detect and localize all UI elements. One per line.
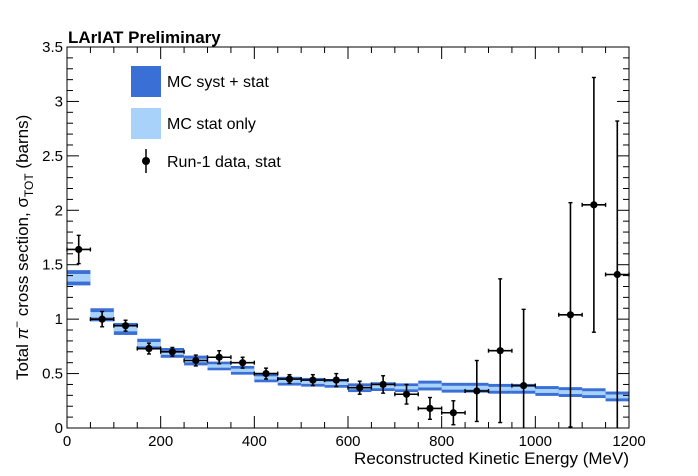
data-point xyxy=(394,383,419,405)
data-marker xyxy=(121,322,130,330)
legend-marker-dot xyxy=(142,157,150,165)
mc-stat-band xyxy=(535,389,559,393)
y-title-minus: − xyxy=(10,321,24,328)
data-point xyxy=(417,396,443,420)
data-marker xyxy=(590,201,598,209)
mc-stat-band xyxy=(230,368,255,372)
plot-frame xyxy=(66,46,630,429)
y-title-mid: cross section, σ xyxy=(13,197,32,321)
data-marker xyxy=(566,311,575,319)
y-title-sub: TOT xyxy=(22,173,36,197)
data-marker xyxy=(168,348,176,356)
data-marker xyxy=(215,353,223,361)
legend-label-data: Run-1 data, stat xyxy=(167,154,281,171)
data-point xyxy=(66,234,92,265)
data-point xyxy=(230,356,256,369)
data-point xyxy=(323,372,349,388)
legend-swatch-mc-stat xyxy=(131,108,161,139)
data-point xyxy=(113,319,138,332)
mc-stat-band xyxy=(418,383,442,388)
data-marker xyxy=(449,409,457,417)
data-marker xyxy=(379,380,387,389)
data-point xyxy=(511,308,537,428)
data-marker xyxy=(473,387,481,395)
x-tick-label: 800 xyxy=(429,433,454,450)
legend-swatch-mc-syst xyxy=(131,66,161,97)
data-marker xyxy=(332,376,340,384)
y-tick-label: 3.5 xyxy=(42,39,63,56)
y-tick-label: 2 xyxy=(55,202,63,219)
x-tick-label: 200 xyxy=(148,433,173,450)
y-title-pi: π xyxy=(13,327,32,339)
data-point xyxy=(253,367,279,380)
x-tick-label: 600 xyxy=(335,433,360,450)
y-tick-label: 3 xyxy=(55,93,63,110)
data-point xyxy=(300,373,326,387)
x-tick-label: 0 xyxy=(63,433,71,450)
legend-label-mc-stat: MC stat only xyxy=(167,116,256,133)
data-point xyxy=(206,350,232,365)
data-marker xyxy=(356,384,364,392)
data-marker xyxy=(309,376,317,384)
data-point xyxy=(440,400,466,426)
x-tick-label: 1000 xyxy=(519,433,552,450)
y-tick-label: 0 xyxy=(55,420,63,437)
data-point xyxy=(370,375,396,394)
axes xyxy=(66,46,630,429)
y-title-suffix: (barns) xyxy=(13,115,32,174)
data-points xyxy=(66,76,630,428)
data-marker xyxy=(262,369,270,378)
y-tick-label: 1 xyxy=(55,311,63,328)
legend-label-mc-syst: MC syst + stat xyxy=(167,74,269,91)
data-marker xyxy=(520,381,528,390)
data-point xyxy=(347,380,373,395)
x-axis-title: Reconstructed Kinetic Energy (MeV) xyxy=(354,449,629,468)
data-point xyxy=(558,201,583,428)
chart-title: LArIAT Preliminary xyxy=(68,28,221,47)
y-title-prefix: Total xyxy=(13,339,32,380)
y-tick-label: 2.5 xyxy=(42,148,63,165)
tick-labels: 0 200 400 600 800 1000 1200 0 0.5 1 1.5 2 2.5 3 3.5 xyxy=(42,39,646,450)
data-point xyxy=(487,278,513,424)
data-point xyxy=(89,310,115,328)
data-marker xyxy=(613,270,621,279)
y-tick-label: 1.5 xyxy=(42,257,63,274)
data-marker xyxy=(239,359,247,367)
x-tick-label: 1200 xyxy=(612,433,645,450)
data-marker xyxy=(98,315,106,323)
y-axis-title: Total π− cross section, σTOT (barns) xyxy=(10,115,36,380)
data-point xyxy=(277,373,302,385)
mc-stat-band xyxy=(207,364,231,368)
legend: MC syst + stat MC stat only Run-1 data, … xyxy=(131,66,281,173)
y-tick-label: 0.5 xyxy=(42,366,63,383)
data-point xyxy=(581,76,607,333)
x-tick-label: 400 xyxy=(242,433,267,450)
data-point xyxy=(159,346,185,357)
data-marker xyxy=(145,344,153,353)
mc-stat-band xyxy=(582,391,606,396)
data-point xyxy=(464,359,490,423)
data-marker xyxy=(426,404,434,413)
data-marker xyxy=(402,390,411,398)
data-point xyxy=(136,342,162,355)
data-marker xyxy=(192,356,200,365)
mc-stat-band xyxy=(441,385,466,390)
data-marker xyxy=(496,347,504,355)
data-marker xyxy=(285,375,294,383)
data-marker xyxy=(75,245,83,254)
mc-stat-band xyxy=(67,273,91,282)
